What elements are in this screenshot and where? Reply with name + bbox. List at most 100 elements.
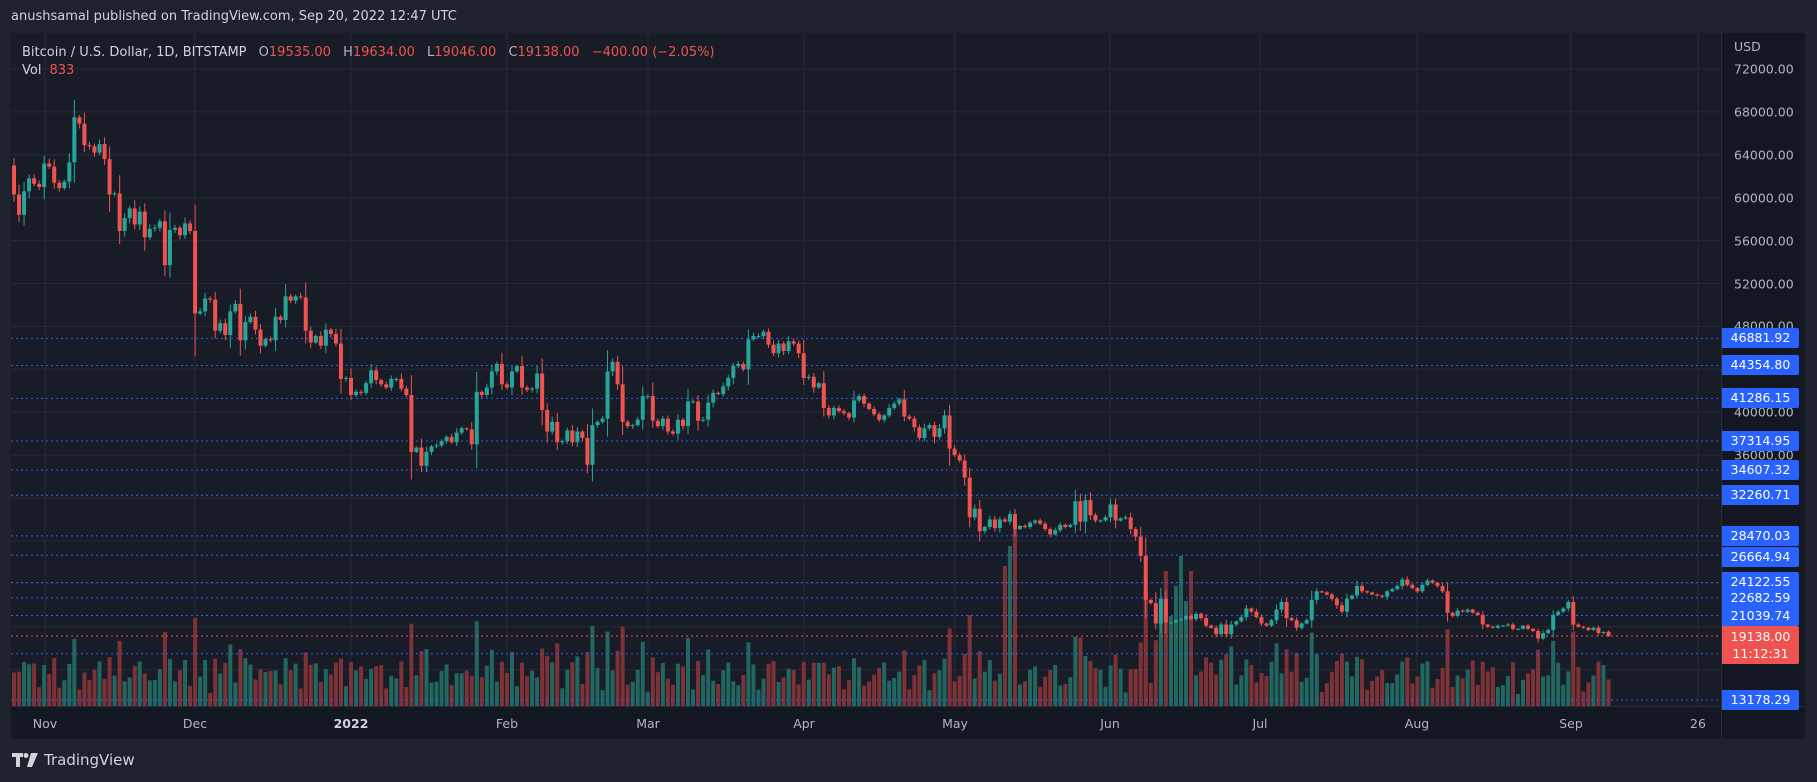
candle-body[interactable]: [610, 361, 615, 372]
candle-body[interactable]: [761, 331, 766, 337]
candle-body[interactable]: [1269, 620, 1274, 626]
candle-body[interactable]: [389, 378, 394, 388]
candle-body[interactable]: [333, 333, 338, 344]
candle-body[interactable]: [1355, 585, 1360, 596]
candle-body[interactable]: [1531, 628, 1536, 631]
candle-body[interactable]: [177, 227, 182, 236]
candle-body[interactable]: [841, 411, 846, 414]
candle-body[interactable]: [1133, 529, 1138, 537]
candle-body[interactable]: [273, 316, 278, 341]
candle-body[interactable]: [882, 415, 887, 420]
candle-body[interactable]: [706, 402, 711, 420]
candle-body[interactable]: [1385, 591, 1390, 597]
candle-body[interactable]: [907, 416, 912, 419]
candle-body[interactable]: [640, 396, 645, 420]
candle-body[interactable]: [1551, 614, 1556, 630]
candle-body[interactable]: [977, 508, 982, 532]
price-level-label[interactable]: 22682.59: [1722, 587, 1799, 608]
candle-body[interactable]: [831, 407, 836, 416]
candle-body[interactable]: [409, 395, 414, 452]
candle-body[interactable]: [1274, 609, 1279, 621]
candle-body[interactable]: [1053, 530, 1058, 535]
candle-body[interactable]: [62, 181, 67, 189]
candle-body[interactable]: [52, 166, 57, 183]
candle-body[interactable]: [620, 384, 625, 422]
candle-body[interactable]: [947, 415, 952, 449]
candle-body[interactable]: [1048, 529, 1053, 535]
candle-body[interactable]: [364, 383, 369, 393]
candle-body[interactable]: [47, 163, 52, 167]
candle-body[interactable]: [786, 341, 791, 352]
candle-body[interactable]: [253, 316, 258, 330]
candle-body[interactable]: [1103, 517, 1108, 521]
candle-body[interactable]: [1123, 517, 1128, 519]
candle-body[interactable]: [1349, 595, 1354, 599]
candle-body[interactable]: [474, 391, 479, 445]
candle-body[interactable]: [917, 427, 922, 438]
candle-body[interactable]: [293, 296, 298, 301]
candle-body[interactable]: [72, 117, 77, 163]
candle-body[interactable]: [1309, 599, 1314, 621]
candle-body[interactable]: [1591, 627, 1596, 630]
candle-body[interactable]: [1148, 599, 1153, 604]
candle-body[interactable]: [741, 363, 746, 370]
candle-body[interactable]: [1329, 594, 1334, 599]
candle-body[interactable]: [1505, 624, 1510, 626]
candle-body[interactable]: [545, 410, 550, 432]
candle-body[interactable]: [660, 418, 665, 427]
candle-body[interactable]: [102, 144, 107, 160]
candle-body[interactable]: [127, 208, 132, 219]
candle-body[interactable]: [1128, 517, 1133, 530]
candle-body[interactable]: [635, 419, 640, 426]
candle-body[interactable]: [751, 336, 756, 340]
candle-body[interactable]: [535, 373, 540, 389]
candle-body[interactable]: [248, 316, 253, 323]
candle-body[interactable]: [323, 329, 328, 346]
candle-body[interactable]: [1581, 626, 1586, 628]
candle-body[interactable]: [570, 430, 575, 443]
candle-body[interactable]: [716, 392, 721, 394]
tradingview-logo[interactable]: TradingView: [12, 751, 135, 769]
candle-body[interactable]: [857, 396, 862, 401]
candle-body[interactable]: [1118, 518, 1123, 521]
candle-body[interactable]: [1038, 520, 1043, 524]
candle-body[interactable]: [927, 425, 932, 429]
candle-body[interactable]: [1475, 612, 1480, 615]
candle-body[interactable]: [223, 323, 228, 335]
candle-body[interactable]: [459, 428, 464, 433]
candle-body[interactable]: [776, 343, 781, 354]
candle-body[interactable]: [1063, 524, 1068, 527]
candle-body[interactable]: [957, 455, 962, 461]
candle-body[interactable]: [343, 377, 348, 379]
candle-body[interactable]: [1460, 610, 1465, 612]
candle-body[interactable]: [982, 526, 987, 532]
candle-body[interactable]: [1571, 602, 1576, 625]
candle-body[interactable]: [1189, 615, 1194, 620]
candle-body[interactable]: [243, 322, 248, 341]
candle-body[interactable]: [1178, 619, 1183, 621]
candle-body[interactable]: [1023, 525, 1028, 527]
candle-body[interactable]: [1314, 591, 1319, 600]
candle-body[interactable]: [600, 418, 605, 422]
candle-body[interactable]: [67, 162, 72, 182]
candle-body[interactable]: [228, 311, 233, 335]
candle-body[interactable]: [1334, 598, 1339, 606]
candle-body[interactable]: [27, 178, 32, 192]
candle-body[interactable]: [696, 401, 701, 421]
candle-body[interactable]: [1163, 598, 1168, 623]
candle-body[interactable]: [449, 436, 454, 443]
candle-body[interactable]: [354, 391, 359, 396]
candle-body[interactable]: [1450, 612, 1455, 616]
candle-body[interactable]: [1536, 630, 1541, 639]
candle-body[interactable]: [937, 428, 942, 437]
candle-body[interactable]: [1002, 519, 1007, 522]
candle-body[interactable]: [188, 223, 193, 231]
candle-body[interactable]: [736, 363, 741, 367]
candle-body[interactable]: [1299, 623, 1304, 628]
candle-body[interactable]: [942, 415, 947, 429]
candle-body[interactable]: [1264, 623, 1269, 626]
candle-body[interactable]: [233, 303, 238, 312]
candle-body[interactable]: [560, 441, 565, 443]
candle-body[interactable]: [1576, 624, 1581, 627]
candle-body[interactable]: [1380, 595, 1385, 597]
